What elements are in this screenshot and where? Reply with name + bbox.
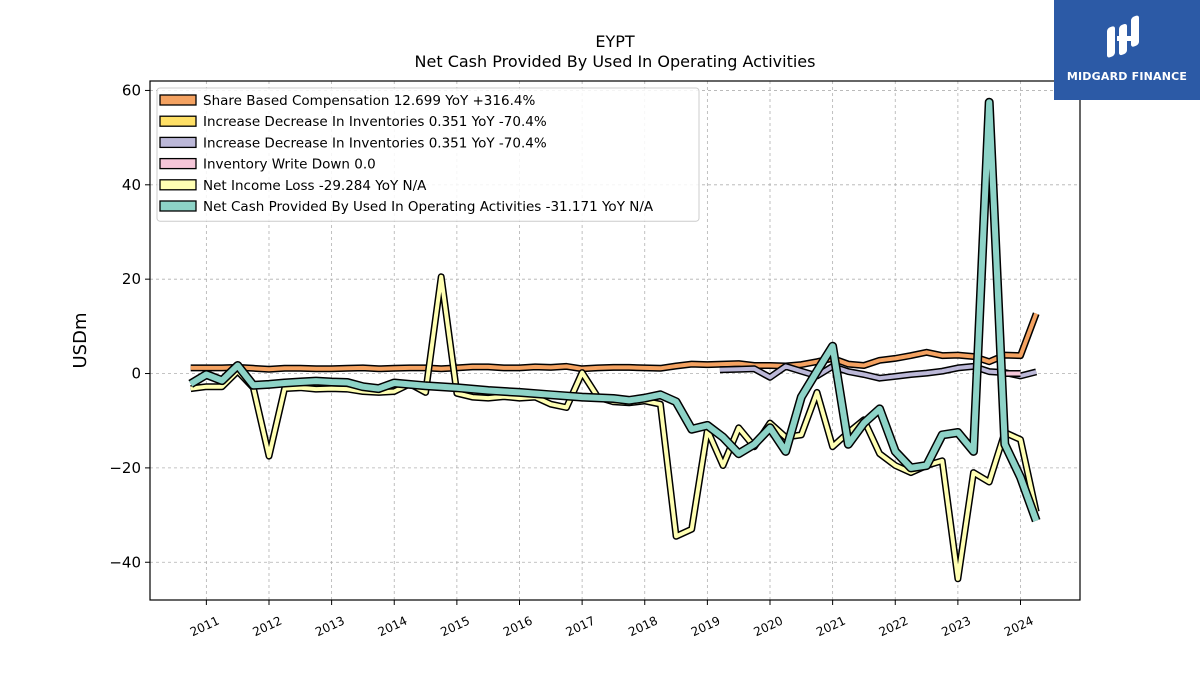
legend-entry: Net Income Loss -29.284 YoY N/A [203,178,427,194]
legend-swatch [159,94,197,106]
series-line-outline [190,312,1040,373]
x-tick-label: 2015 [438,614,472,640]
legend-entry: Increase Decrease In Inventories 0.351 Y… [203,135,547,151]
series-line [190,274,1039,581]
legend-swatch [159,115,197,127]
series-line [189,99,1040,522]
midgard-logo-icon [1054,8,1200,72]
y-tick-label: −40 [109,553,141,571]
x-tick-label: 2024 [1002,614,1036,640]
x-tick-label: 2019 [689,614,723,640]
y-tick-label: 60 [122,81,141,99]
chart-title: EYPT [595,32,635,51]
x-tick-label: 2014 [376,614,410,640]
legend-entry: Inventory Write Down 0.0 [203,157,376,173]
x-tick-label: 2016 [501,614,535,640]
x-tick-label: 2022 [877,614,911,640]
series-line [719,364,1037,381]
y-axis-label: USDm [70,313,91,369]
y-tick-label: 20 [122,270,141,288]
series-line-outline [190,273,1040,583]
series-line [190,312,1039,372]
brand-logo: MIDGARD FINANCE [1054,0,1200,100]
x-tick-label: 2021 [814,614,848,640]
x-tick-label: 2023 [939,614,973,640]
legend-swatch [159,179,197,191]
legend-swatch [159,157,197,170]
x-tick-label: 2013 [313,614,347,640]
x-tick-label: 2017 [564,614,598,640]
x-tick-label: 2012 [250,614,284,640]
legend-swatch [159,200,197,212]
y-tick-label: 0 [131,365,141,383]
legend-entry: Share Based Compensation 12.699 YoY +316… [203,93,535,109]
legend-box [156,87,700,222]
legend-entry: Increase Decrease In Inventories 0.351 Y… [203,114,547,130]
x-tick-label: 2011 [188,614,222,640]
x-tick-label: 2018 [626,614,660,640]
legend-entry: Net Cash Provided By Used In Operating A… [203,199,654,215]
y-tick-label: −20 [109,459,141,477]
chart-subtitle: Net Cash Provided By Used In Operating A… [414,52,816,71]
logo-text: MIDGARD FINANCE [1066,70,1188,83]
legend-swatch [159,136,197,149]
plot-frame [149,80,1081,601]
y-tick-label: 40 [122,176,141,194]
x-tick-label: 2020 [752,614,786,640]
